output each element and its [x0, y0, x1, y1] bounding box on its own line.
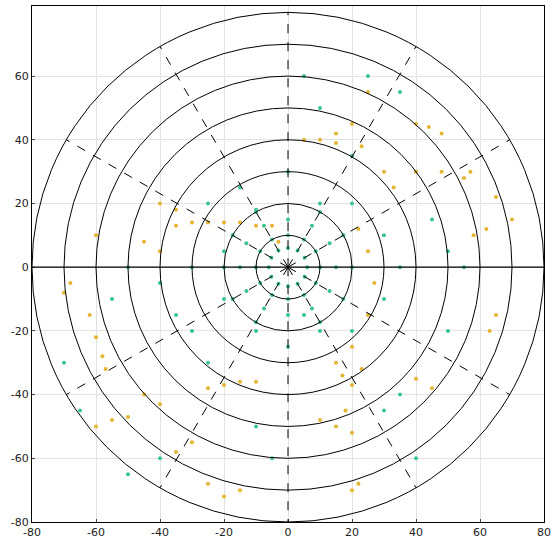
- svg-text:-20: -20: [215, 526, 233, 539]
- svg-text:40: 40: [409, 526, 423, 539]
- svg-text:0: 0: [285, 526, 292, 539]
- svg-text:40: 40: [15, 134, 29, 147]
- svg-text:-20: -20: [11, 325, 29, 338]
- svg-text:-80: -80: [23, 526, 41, 539]
- svg-text:60: 60: [15, 70, 29, 83]
- svg-text:20: 20: [15, 197, 29, 210]
- svg-text:20: 20: [345, 526, 359, 539]
- svg-text:80: 80: [537, 526, 551, 539]
- svg-text:-60: -60: [11, 452, 29, 465]
- svg-text:60: 60: [473, 526, 487, 539]
- svg-text:-40: -40: [11, 388, 29, 401]
- svg-text:0: 0: [22, 261, 29, 274]
- svg-text:-40: -40: [151, 526, 169, 539]
- svg-text:-80: -80: [11, 516, 29, 529]
- svg-text:-60: -60: [87, 526, 105, 539]
